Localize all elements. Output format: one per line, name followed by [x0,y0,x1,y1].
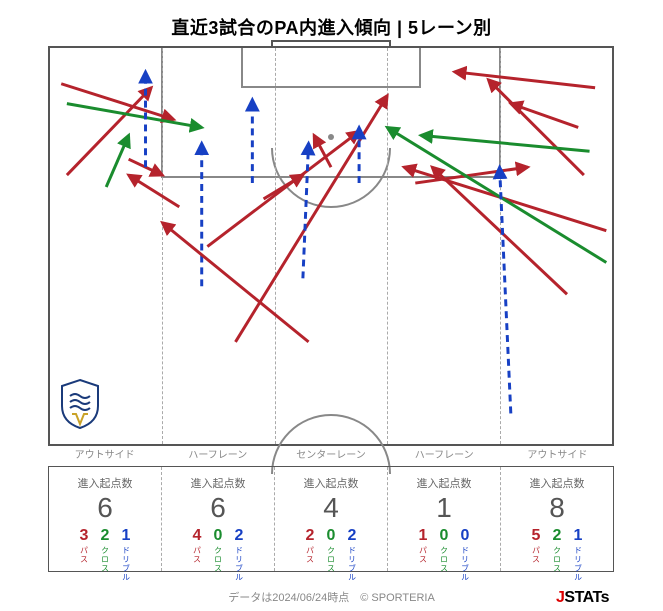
stat-total: 1 [436,493,452,524]
stat-cell: 進入起点数64パス0クロス2ドリブル [162,467,275,571]
penalty-spot [328,134,334,140]
stats-row: 進入起点数63パス2クロス1ドリブル進入起点数64パス0クロス2ドリブル進入起点… [48,466,614,572]
dribble-label: ドリブル [234,546,245,582]
dribble-label: ドリブル [121,546,132,582]
stat-cell: 進入起点数85パス2クロス1ドリブル [501,467,613,571]
penalty-arc [271,148,391,208]
pass-arrow [67,88,151,175]
dribble-label: ドリブル [460,546,471,582]
pass-arrow [162,223,308,342]
stat-sub-row: 2 パス 0 クロス 2 ドリブル [305,528,358,582]
cross-label: クロス [552,546,563,573]
pass-count: 2 [306,528,315,544]
pass-count: 3 [80,528,89,544]
stat-cell: 進入起点数63パス2クロス1ドリブル [49,467,162,571]
stat-head: 進入起点数 [78,475,133,491]
cross-count: 0 [440,528,449,544]
lane-label: センターレーン [274,446,387,466]
stat-total: 4 [323,493,339,524]
team-logo [58,378,102,430]
lane-divider [275,48,276,444]
dribble-label: ドリブル [347,546,358,582]
lane-divider [500,48,501,444]
cross-count: 2 [101,528,110,544]
stat-sub-row: 4 パス 0 クロス 2 ドリブル [192,528,245,582]
stat-head: 進入起点数 [191,475,246,491]
pass-label: パス [305,546,316,564]
jstats-text: STATs [564,589,609,606]
stat-cell: 進入起点数42パス0クロス2ドリブル [275,467,388,571]
pass-count: 1 [419,528,428,544]
dribble-label: ドリブル [573,546,584,582]
pitch [48,46,614,446]
stat-total: 8 [549,493,565,524]
cross-count: 0 [214,528,223,544]
cross-label: クロス [439,546,450,573]
goal-line [271,40,391,48]
dribble-count: 1 [122,528,131,544]
pass-arrow [129,175,180,207]
stat-total: 6 [97,493,113,524]
stat-head: 進入起点数 [530,475,585,491]
pass-arrow [61,84,173,120]
lane-label: アウトサイド [501,446,614,466]
stat-sub-row: 1 パス 0 クロス 0 ドリブル [418,528,471,582]
pass-count: 4 [193,528,202,544]
pass-label: パス [192,546,203,564]
dribble-arrow [500,167,511,413]
lane-label: ハーフレーン [161,446,274,466]
chart-container: 直近3試合のPA内進入傾向 | 5レーン別 [0,0,663,611]
cross-label: クロス [326,546,337,573]
pass-arrow [129,159,163,175]
stat-head: 進入起点数 [417,475,472,491]
stat-total: 6 [210,493,226,524]
lane-label: アウトサイド [48,446,161,466]
cross-arrow [106,135,128,187]
dribble-count: 2 [235,528,244,544]
pass-arrow [511,104,578,128]
dribble-count: 0 [461,528,470,544]
jstats-logo: JSTATs [556,589,609,607]
pass-arrow [488,80,584,175]
cross-label: クロス [213,546,224,573]
pass-label: パス [531,546,542,564]
stat-cell: 進入起点数11パス0クロス0ドリブル [388,467,501,571]
lane-label: ハーフレーン [388,446,501,466]
pass-label: パス [418,546,429,564]
cross-label: クロス [100,546,111,573]
cross-count: 2 [553,528,562,544]
stat-sub-row: 5 パス 2 クロス 1 ドリブル [531,528,584,582]
pass-count: 5 [532,528,541,544]
lane-divider [162,48,163,444]
dribble-count: 1 [574,528,583,544]
stat-sub-row: 3 パス 2 クロス 1 ドリブル [79,528,132,582]
pass-label: パス [79,546,90,564]
stat-head: 進入起点数 [304,475,359,491]
dribble-count: 2 [348,528,357,544]
cross-count: 0 [327,528,336,544]
lane-labels-row: アウトサイドハーフレーンセンターレーンハーフレーンアウトサイド [48,446,614,466]
lane-divider [387,48,388,444]
